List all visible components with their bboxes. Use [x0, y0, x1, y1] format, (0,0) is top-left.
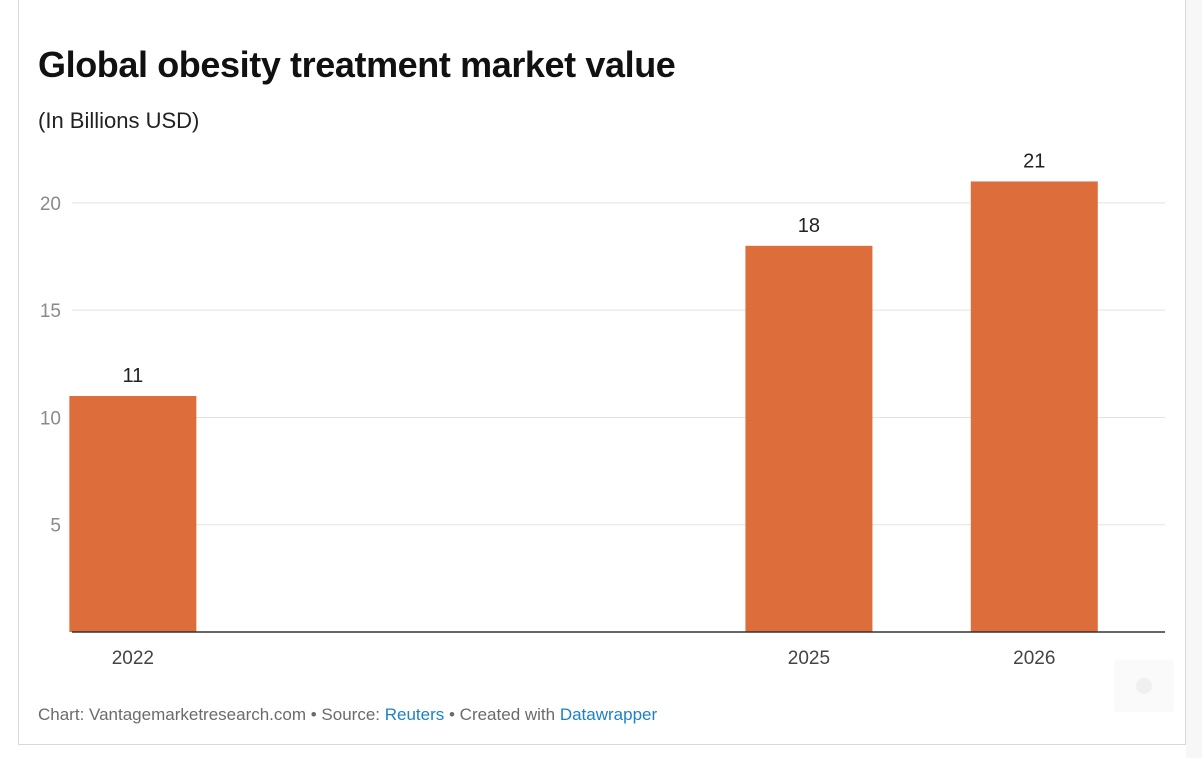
y-tick-label-15: 15 [40, 301, 61, 322]
share-button[interactable] [1114, 660, 1174, 712]
data-labels: 11 18 21 [122, 150, 1045, 387]
card-border-bottom [18, 744, 1186, 745]
y-tick-label-10: 10 [40, 408, 61, 429]
chart-title: Global obesity treatment market value [38, 44, 676, 85]
x-tick-label-2026: 2026 [1013, 648, 1055, 669]
y-axis-ticks: 5 10 15 20 [40, 194, 61, 537]
source-link[interactable]: Reuters [384, 705, 445, 724]
footer-created-with: • Created with [444, 705, 560, 724]
y-tick-label-20: 20 [40, 194, 61, 215]
page-edge [1186, 0, 1202, 758]
chart-subtitle: (In Billions USD) [38, 108, 200, 133]
card-border-left [18, 0, 19, 745]
chart-footer: Chart: Vantagemarketresearch.com • Sourc… [38, 705, 657, 725]
card-border-right [1185, 0, 1186, 745]
data-label-2025: 18 [798, 215, 820, 237]
share-icon [1136, 678, 1152, 694]
bar-chart: 5 10 15 20 11 18 21 2022 2025 2026 [40, 150, 1165, 669]
x-tick-label-2022: 2022 [112, 648, 154, 669]
y-tick-label-5: 5 [50, 516, 61, 537]
bars [69, 181, 1098, 633]
datawrapper-link[interactable]: Datawrapper [559, 705, 658, 724]
bar-2026 [970, 181, 1098, 633]
footer-credit: Chart: Vantagemarketresearch.com • Sourc… [38, 705, 385, 724]
bar-2025 [745, 245, 873, 632]
data-label-2022: 11 [122, 365, 143, 387]
bar-2022 [69, 396, 197, 632]
x-tick-label-2025: 2025 [788, 648, 830, 669]
x-axis-ticks: 2022 2025 2026 [112, 648, 1056, 669]
data-label-2026: 21 [1023, 150, 1045, 172]
